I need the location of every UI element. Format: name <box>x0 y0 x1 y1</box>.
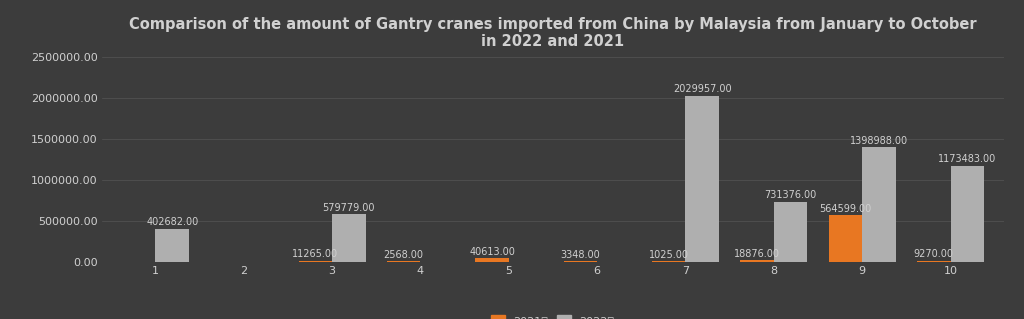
Bar <box>332 214 366 262</box>
Text: 9270.00: 9270.00 <box>913 249 953 259</box>
Bar <box>862 147 896 262</box>
Text: 2029957.00: 2029957.00 <box>673 84 731 94</box>
Bar <box>740 260 774 262</box>
Bar <box>156 229 189 262</box>
Bar <box>475 258 509 262</box>
Bar <box>774 202 807 262</box>
Bar <box>828 215 862 262</box>
Text: 3348.00: 3348.00 <box>560 250 600 260</box>
Text: 2568.00: 2568.00 <box>384 250 424 260</box>
Text: 40613.00: 40613.00 <box>469 247 515 257</box>
Text: 18876.00: 18876.00 <box>734 249 780 259</box>
Bar <box>685 96 719 262</box>
Bar <box>950 166 984 262</box>
Bar <box>299 261 332 262</box>
Legend: 2021年, 2022年: 2021年, 2022年 <box>488 312 617 319</box>
Text: 1173483.00: 1173483.00 <box>938 154 996 164</box>
Text: 1025.00: 1025.00 <box>648 250 689 260</box>
Bar <box>916 261 950 262</box>
Text: 11265.00: 11265.00 <box>292 249 338 259</box>
Text: 1398988.00: 1398988.00 <box>850 136 908 146</box>
Text: 579779.00: 579779.00 <box>323 203 375 213</box>
Title: Comparison of the amount of Gantry cranes imported from China by Malaysia from J: Comparison of the amount of Gantry crane… <box>129 17 977 49</box>
Text: 564599.00: 564599.00 <box>819 204 871 214</box>
Text: 402682.00: 402682.00 <box>146 217 199 227</box>
Text: 731376.00: 731376.00 <box>765 190 817 200</box>
